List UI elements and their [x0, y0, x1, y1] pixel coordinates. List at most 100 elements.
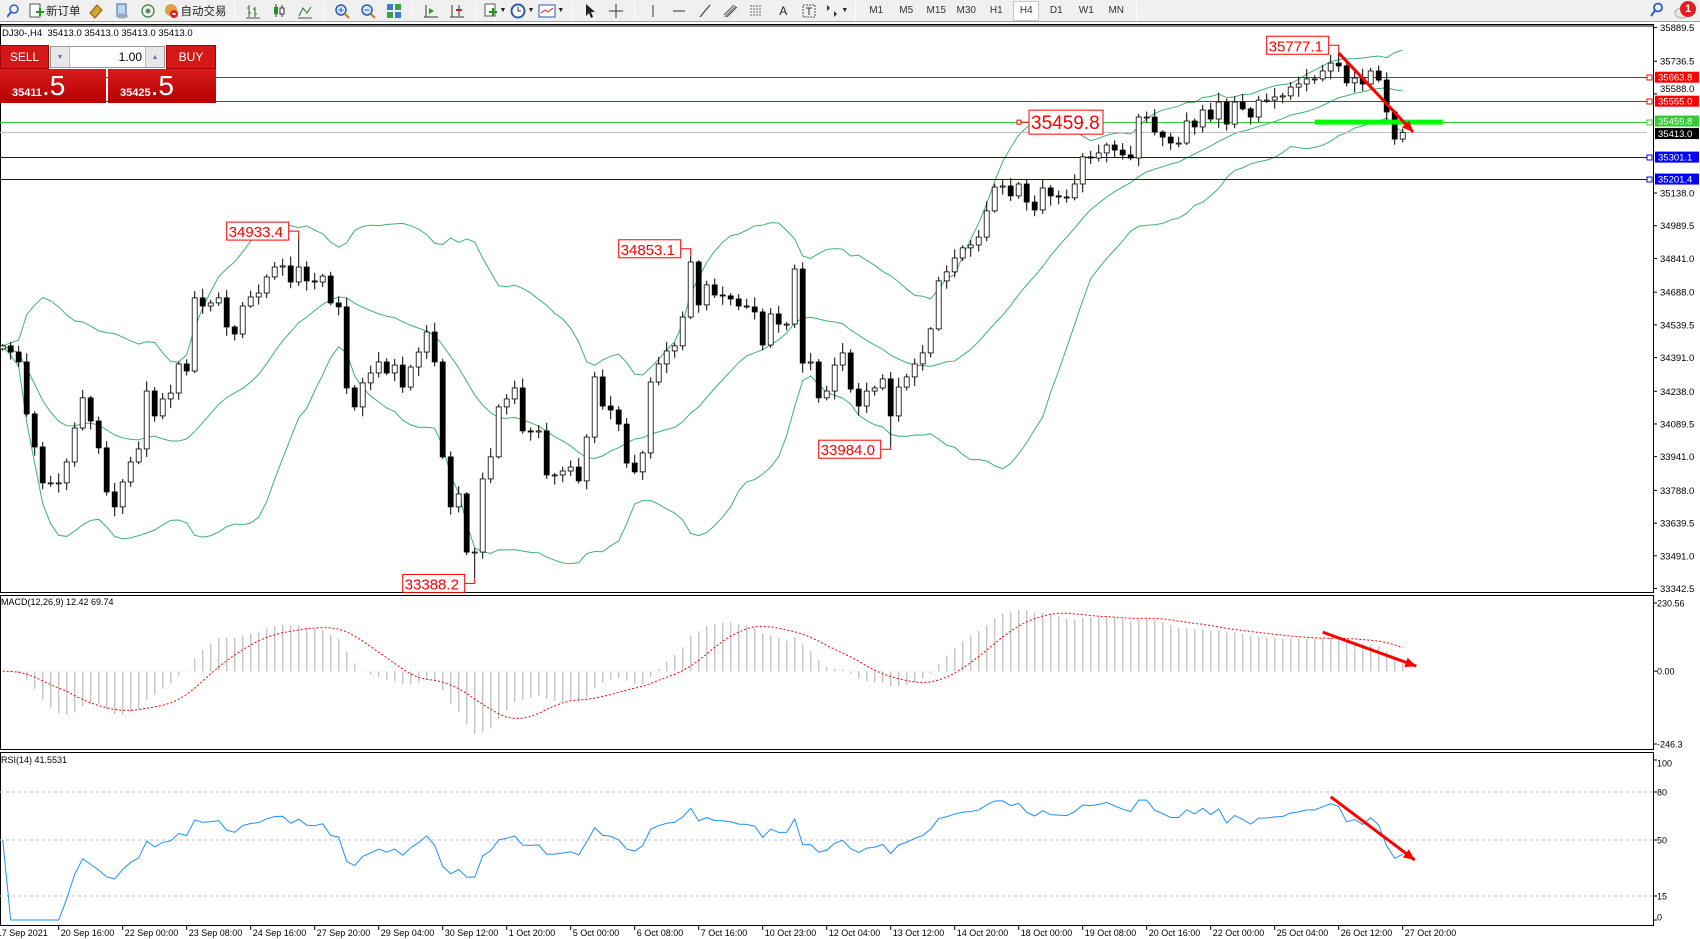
time-tick-label: 13 Oct 12:00 [893, 928, 945, 938]
candle [1239, 93, 1246, 111]
sell-button[interactable]: SELL [0, 45, 49, 69]
lot-increase-button[interactable]: ▲ [145, 47, 164, 67]
sell-price-button[interactable]: 35411 .5 [0, 69, 106, 103]
candle-body [623, 423, 630, 464]
lot-decrease-button[interactable]: ▼ [51, 47, 70, 67]
candle-body [1199, 109, 1206, 128]
timeframe-mn[interactable]: MN [1108, 5, 1125, 16]
bar-chart-button[interactable] [242, 1, 264, 21]
market-watch-button[interactable] [85, 1, 107, 21]
line-chart-button[interactable] [294, 1, 316, 21]
candle [1055, 190, 1062, 205]
equidistant-channel-button[interactable] [720, 1, 742, 21]
zoom-out-button[interactable] [357, 1, 379, 21]
candle-body [63, 461, 70, 484]
candle-body [159, 398, 166, 417]
candle-body [311, 280, 318, 283]
extreme-label-box [1266, 35, 1330, 55]
candle [783, 322, 790, 331]
fibonacci-button[interactable] [746, 1, 768, 21]
candle-body [1231, 101, 1238, 125]
periods-button[interactable]: ▼ [510, 1, 534, 21]
sell-price-major: 35411 [12, 87, 42, 99]
macd-signal-line [2, 612, 1403, 719]
auto-trading-button[interactable]: 自动交易 [163, 1, 227, 21]
crosshair-button[interactable] [605, 1, 627, 21]
time-tick-label: 17 Sep 2021 [0, 928, 48, 938]
candle-body [119, 481, 126, 508]
candle [463, 492, 470, 556]
price-line-axis-badge [1655, 115, 1699, 127]
notifications-button[interactable]: 1 [1674, 1, 1696, 21]
candle [407, 364, 414, 391]
timeframe-m1[interactable]: M1 [869, 5, 884, 16]
candle-body [223, 297, 230, 328]
cursor-button[interactable] [579, 1, 601, 21]
chevron-down-icon: ▼ [499, 7, 507, 14]
candlestick-chart-button[interactable] [268, 1, 290, 21]
candle [303, 261, 310, 291]
new-order-button[interactable]: 新订单 [28, 1, 81, 21]
zoom-in-button[interactable] [331, 1, 353, 21]
data-window-button[interactable] [111, 1, 133, 21]
text-tool-button[interactable]: A [772, 1, 794, 21]
candle [503, 394, 510, 415]
timeframe-h1[interactable]: H1 [989, 5, 1003, 16]
indicators-button[interactable]: ▼ [483, 1, 507, 21]
chart-shift-button[interactable] [446, 1, 468, 21]
search-icon-button[interactable] [2, 1, 24, 21]
candle [231, 325, 238, 341]
timeframe-m5[interactable]: M5 [899, 5, 914, 16]
trendline-button[interactable] [694, 1, 716, 21]
extreme-label-box [226, 221, 290, 241]
candle-body [247, 296, 254, 307]
candle-body [1191, 120, 1198, 128]
candle [1143, 111, 1150, 123]
candle [1047, 185, 1054, 206]
macd-tick-label: 230.56 [1657, 599, 1685, 609]
horizontal-line-button[interactable] [668, 1, 690, 21]
timeframe-d1[interactable]: D1 [1049, 5, 1063, 16]
lot-size-stepper[interactable]: ▼ 1.00 ▲ [50, 46, 165, 68]
candle-body [7, 345, 14, 353]
arrows-button[interactable]: ▼ [824, 1, 848, 21]
macd-panel-frame [0, 595, 1654, 750]
rsi-panel-frame [0, 752, 1654, 926]
navigator-button[interactable] [137, 1, 159, 21]
candle [311, 272, 318, 290]
chart-header: DJ30-,H4 35413.0 35413.0 35413.0 35413.0 [2, 28, 193, 39]
signal-icon [140, 3, 155, 18]
templates-button[interactable]: ▼ [538, 1, 564, 21]
lot-size-input[interactable]: 1.00 [118, 50, 142, 64]
candle-body [647, 381, 654, 454]
candle-body [383, 361, 390, 374]
candle-body [951, 257, 958, 273]
candle [815, 359, 822, 403]
buy-button[interactable]: BUY [166, 45, 216, 69]
time-tick-label: 24 Sep 16:00 [253, 928, 307, 938]
timeframe-m30[interactable]: M30 [956, 5, 976, 16]
candle-body [1127, 154, 1134, 159]
timeframe-w1[interactable]: W1 [1078, 5, 1094, 16]
price-line-axis-label: 35459.8 [1658, 117, 1692, 128]
candle [1063, 189, 1070, 203]
price-line-handle [1646, 176, 1653, 183]
timeframe-h4[interactable]: H4 [1013, 0, 1040, 21]
candle [663, 341, 670, 374]
auto-scroll-button[interactable] [420, 1, 442, 21]
buy-price-button[interactable]: 35425 .5 [108, 69, 216, 103]
time-tick-label: 27 Sep 20:00 [317, 928, 371, 938]
candle [391, 358, 398, 382]
search-button[interactable] [1650, 2, 1664, 20]
candle-body [1071, 183, 1078, 199]
candle [823, 385, 830, 401]
candle [271, 262, 278, 280]
vertical-line-button[interactable] [642, 1, 664, 21]
timeframe-m15[interactable]: M15 [926, 5, 946, 16]
tile-windows-button[interactable] [383, 1, 405, 21]
candle [927, 327, 934, 358]
text-label-button[interactable] [798, 1, 820, 21]
arrows-icon [827, 4, 838, 17]
candle-body [543, 430, 550, 476]
